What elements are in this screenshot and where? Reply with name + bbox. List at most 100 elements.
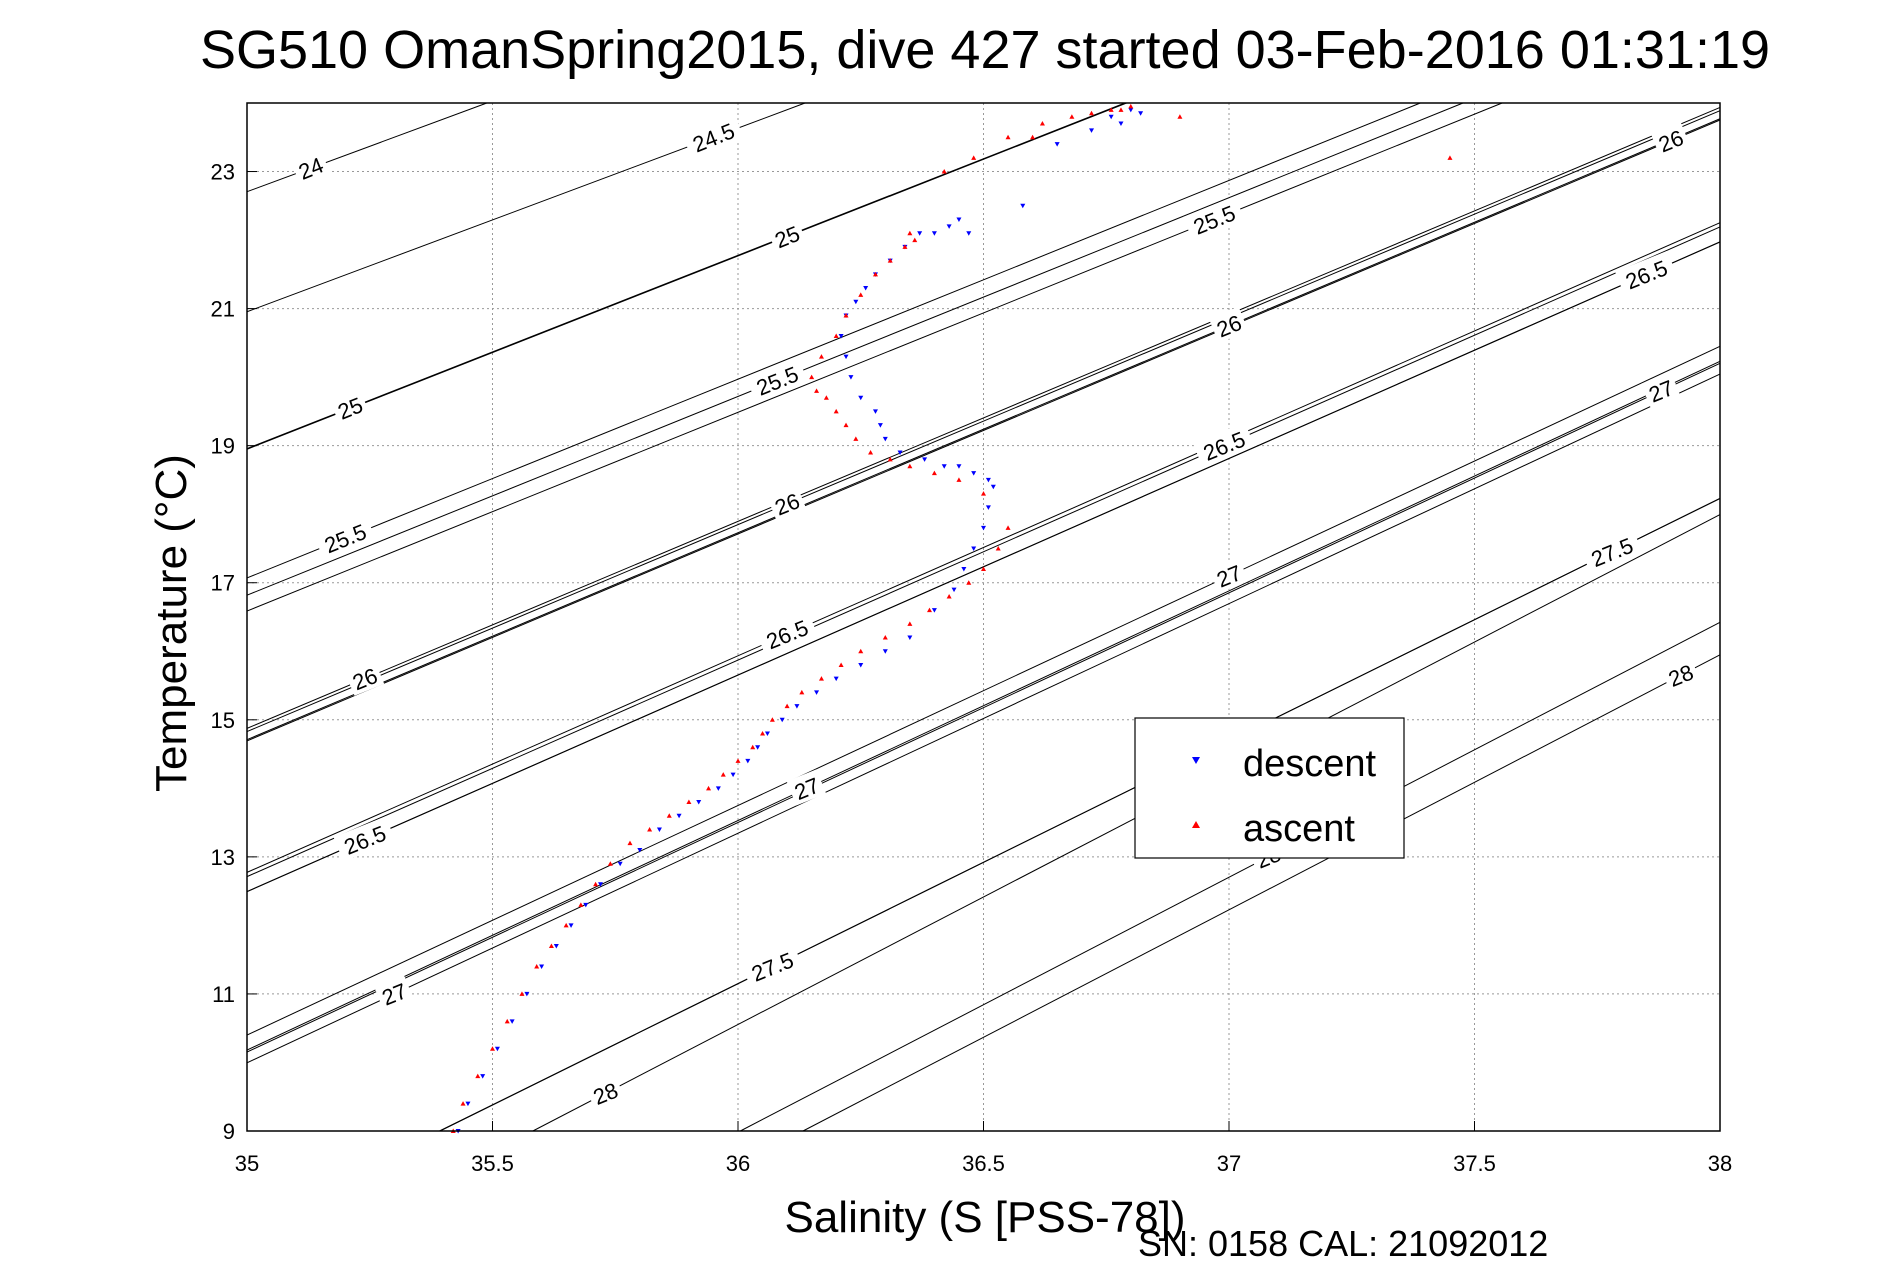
- x-tick-label: 35.5: [471, 1151, 514, 1176]
- ascent-point: [784, 703, 790, 709]
- ascent-point: [966, 580, 972, 585]
- isopycnal-line: [740, 621, 1721, 1132]
- ascent-point: [946, 593, 952, 599]
- ascent-point: [563, 922, 569, 928]
- x-tick-label: 36: [726, 1151, 750, 1176]
- descent-point: [981, 525, 986, 531]
- ascent-point: [818, 676, 824, 681]
- contour-label-bg: [1192, 422, 1255, 468]
- isopycnal-line: [246, 373, 1721, 1064]
- contour-label-bg: [746, 357, 808, 403]
- descent-point: [848, 375, 854, 380]
- descent-point: [755, 745, 761, 750]
- contour-label-bg: [333, 816, 396, 862]
- descent-point: [676, 813, 682, 819]
- isopycnal-line: [246, 102, 1503, 612]
- descent-point: [814, 690, 820, 695]
- ascent-point: [1030, 134, 1036, 140]
- plot-area: [247, 103, 1720, 1131]
- ascent-point: [907, 463, 913, 469]
- ascent-point: [833, 408, 839, 414]
- x-axis-label: Salinity (S [PSS-78]): [784, 1193, 1185, 1242]
- ascent-point: [799, 689, 805, 695]
- ascent-point: [981, 566, 986, 572]
- contour-label-bg: [755, 610, 818, 656]
- descent-point: [745, 758, 751, 764]
- legend-box: [1134, 717, 1405, 859]
- contour-label-bg: [290, 149, 331, 186]
- isopycnal-line: [246, 119, 1721, 742]
- ascent-point: [769, 717, 775, 722]
- ascent-point: [887, 258, 893, 263]
- isopycnal-line: [246, 106, 1721, 729]
- isopycnal-line: [246, 102, 1421, 579]
- descent-point: [882, 649, 888, 654]
- descent-point: [539, 964, 545, 970]
- ascent-point: [818, 354, 824, 359]
- ascent-point: [647, 826, 653, 832]
- ascent-point: [912, 237, 918, 243]
- y-tick-label: 23: [211, 160, 235, 185]
- descent-point: [637, 848, 643, 853]
- contour-label-bg: [682, 113, 744, 159]
- ascent-point: [853, 436, 859, 441]
- ascent-point: [971, 155, 977, 160]
- descent-point: [951, 587, 957, 593]
- legend: descent ascent: [1134, 717, 1405, 859]
- contour-label-bg: [330, 388, 370, 426]
- ascent-point: [534, 964, 540, 969]
- plot-axes: 2424.5252525.525.525.52626262626.526.526…: [211, 102, 1732, 1176]
- descent-point: [833, 676, 839, 682]
- contour-label-bg: [1660, 656, 1701, 693]
- contour-label-bg: [1615, 250, 1677, 296]
- legend-descent-marker: [1192, 757, 1200, 764]
- ascent-point: [1069, 114, 1075, 119]
- isopycnal-line: [246, 102, 488, 193]
- ascent-point: [1447, 155, 1453, 160]
- descent-point: [956, 464, 962, 469]
- isopycnal-line: [246, 110, 1721, 733]
- isopycnal-line: [246, 102, 1464, 596]
- ascent-point: [760, 731, 766, 736]
- descent-point: [715, 786, 721, 791]
- descent-point: [858, 662, 864, 668]
- y-tick-label: 15: [211, 708, 235, 733]
- ascent-point: [578, 902, 584, 907]
- contour-label-bg: [313, 514, 376, 560]
- descent-point: [730, 772, 736, 778]
- ascent-point: [907, 230, 913, 236]
- ascent-point: [902, 244, 908, 249]
- y-tick-label: 19: [211, 434, 235, 459]
- ascent-point: [475, 1073, 481, 1079]
- y-axis-label: Temperature (°C): [147, 454, 196, 792]
- descent-point: [971, 471, 977, 476]
- descent-point: [583, 902, 589, 908]
- ascent-point: [995, 545, 1001, 551]
- ascent-point: [833, 333, 839, 339]
- isopycnal-line: [246, 226, 1721, 878]
- ascent-point: [706, 785, 712, 791]
- ascent-point: [926, 607, 932, 613]
- isopycnal-line: [246, 222, 1721, 873]
- descent-point: [465, 1101, 471, 1107]
- ascent-point: [1005, 134, 1011, 140]
- ascent-point: [956, 477, 962, 482]
- ascent-point: [843, 422, 849, 428]
- descent-point: [1138, 111, 1144, 116]
- descent-point: [1108, 114, 1114, 120]
- descent-point: [617, 861, 623, 867]
- ascent-point: [823, 395, 829, 400]
- descent-point: [946, 224, 952, 229]
- descent-point: [966, 231, 972, 236]
- descent-point: [843, 354, 849, 360]
- legend-ascent-marker: [1192, 821, 1200, 828]
- ascent-point: [1177, 114, 1183, 119]
- ascent-point: [1039, 121, 1045, 126]
- ascent-point: [809, 374, 815, 380]
- ascent-point: [931, 470, 937, 476]
- descent-point: [1020, 203, 1026, 209]
- ascent-point: [666, 813, 672, 818]
- descent-point: [1128, 107, 1134, 113]
- ascent-point: [720, 772, 726, 777]
- descent-point: [598, 882, 604, 887]
